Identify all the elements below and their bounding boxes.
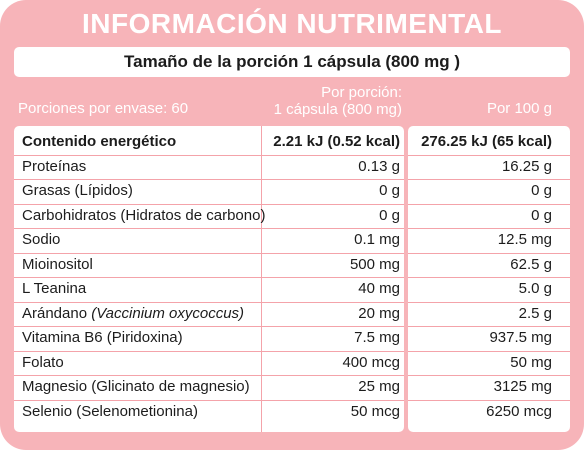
per-100g-value: 12.5 mg bbox=[497, 231, 552, 248]
row-divider bbox=[14, 350, 404, 352]
row-divider bbox=[14, 375, 404, 376]
nutrient-name: Proteínas bbox=[22, 155, 86, 180]
nutrient-name: Grasas (Lípidos) bbox=[22, 179, 133, 204]
row-divider bbox=[408, 375, 570, 376]
per-serving-value: 500 mg bbox=[349, 255, 400, 273]
nutrient-name-text: Grasas (Lípidos) bbox=[22, 182, 133, 199]
per-100g-value: 0 g bbox=[531, 206, 552, 224]
label-title: INFORMACIÓN NUTRIMENTAL bbox=[81, 8, 503, 39]
nutrient-name-text: Carbohidratos (Hidratos de carbono) bbox=[22, 206, 266, 224]
per-serving-value: 400 mcg bbox=[342, 353, 400, 371]
row-divider bbox=[14, 203, 404, 205]
nutrient-name-text: Contenido energético bbox=[22, 133, 177, 150]
per-serving-value: 2.21 kJ (0.52 kcal) bbox=[273, 133, 400, 150]
per-100g-value: 50 mg bbox=[510, 353, 552, 371]
per-100g-value: 937.5 mg bbox=[489, 329, 552, 346]
per-serving-value: 50 mcg bbox=[350, 402, 400, 420]
nutrient-name-text: Mioinositol bbox=[22, 255, 93, 273]
nutrient-name: Selenio (Selenometionina) bbox=[22, 400, 198, 425]
row-divider bbox=[408, 326, 570, 327]
nutrient-name: Magnesio (Glicinato de magnesio) bbox=[22, 375, 250, 400]
serving-size: Tamaño de la porción 1 cápsula (800 mg ) bbox=[14, 47, 570, 77]
nutrient-name: Arándano (Vaccinium oxycoccus) bbox=[22, 302, 244, 327]
nutrient-name: Sodio bbox=[22, 228, 60, 253]
row-divider bbox=[14, 252, 404, 254]
nutrient-name-text: Folato bbox=[22, 353, 64, 371]
per-100g-value: 6250 mcg bbox=[486, 402, 552, 420]
nutrient-name: Vitamina B6 (Piridoxina) bbox=[22, 326, 183, 351]
per-serving-value: 0 g bbox=[379, 206, 400, 224]
nutrient-name: Carbohidratos (Hidratos de carbono) bbox=[22, 204, 265, 229]
servings-per-container: Porciones por envase: 60 bbox=[18, 100, 189, 117]
per-serving-value: 20 mg bbox=[358, 304, 400, 322]
per-100g-value: 62.5 g bbox=[510, 255, 552, 273]
per-serving-value: 7.5 mg bbox=[354, 329, 400, 346]
row-divider bbox=[408, 399, 570, 401]
per-serving-value: 0.13 g bbox=[358, 157, 400, 175]
nutrient-name: L Teanina bbox=[22, 277, 86, 302]
row-divider bbox=[14, 326, 404, 327]
per-100g-panel bbox=[408, 126, 570, 432]
nutrient-name-text: Vitamina B6 (Piridoxina) bbox=[22, 329, 183, 346]
row-divider bbox=[408, 154, 570, 156]
per-100g-value: 276.25 kJ (65 kcal) bbox=[421, 133, 552, 150]
per-serving-header: Por porción: 1 cápsula (800 mg) bbox=[262, 84, 402, 118]
nutrient-name-text: L Teanina bbox=[22, 280, 87, 297]
per-serving-value: 25 mg bbox=[358, 378, 400, 395]
row-divider bbox=[408, 350, 570, 352]
row-divider bbox=[408, 203, 570, 205]
nutrient-name-text: Proteínas bbox=[22, 157, 87, 175]
per-100g-value: 5.0 g bbox=[518, 280, 552, 297]
row-divider bbox=[14, 277, 404, 278]
row-divider bbox=[408, 277, 570, 278]
per-serving-header-line2: 1 cápsula (800 mg) bbox=[273, 101, 402, 118]
nutrient-name-text: Magnesio (Glicinato de magnesio) bbox=[22, 378, 250, 395]
nutrient-name: Mioinositol bbox=[22, 253, 93, 278]
nutrient-name: Folato bbox=[22, 351, 64, 376]
per-serving-header-line1: Por porción: bbox=[321, 84, 402, 101]
per-100g-value: 16.25 g bbox=[501, 157, 552, 175]
row-divider bbox=[408, 301, 570, 303]
per-serving-value: 0.1 mg bbox=[354, 231, 400, 248]
row-divider bbox=[14, 399, 404, 401]
per-serving-value: 40 mg bbox=[358, 280, 400, 297]
nutrient-name-text: Selenio (Selenometionina) bbox=[22, 402, 198, 420]
per-100g-value: 0 g bbox=[531, 182, 552, 199]
row-divider bbox=[14, 228, 404, 229]
nutrient-name-text: Arándano bbox=[22, 304, 88, 322]
per-100g-header: Por 100 g bbox=[486, 100, 552, 117]
row-divider bbox=[14, 301, 404, 303]
nutrient-latin-name: (Vaccinium oxycoccus) bbox=[91, 304, 245, 322]
row-divider bbox=[14, 179, 404, 180]
row-divider bbox=[14, 154, 404, 156]
nutrient-name: Contenido energético bbox=[22, 130, 176, 155]
column-divider bbox=[261, 126, 262, 432]
per-100g-value: 3125 mg bbox=[493, 378, 552, 395]
per-serving-value: 0 g bbox=[379, 182, 400, 199]
per-100g-value: 2.5 g bbox=[518, 304, 552, 322]
row-divider bbox=[408, 228, 570, 229]
row-divider bbox=[408, 252, 570, 254]
nutrients-panel bbox=[14, 126, 404, 432]
nutrient-name-text: Sodio bbox=[22, 231, 61, 248]
row-divider bbox=[408, 179, 570, 180]
